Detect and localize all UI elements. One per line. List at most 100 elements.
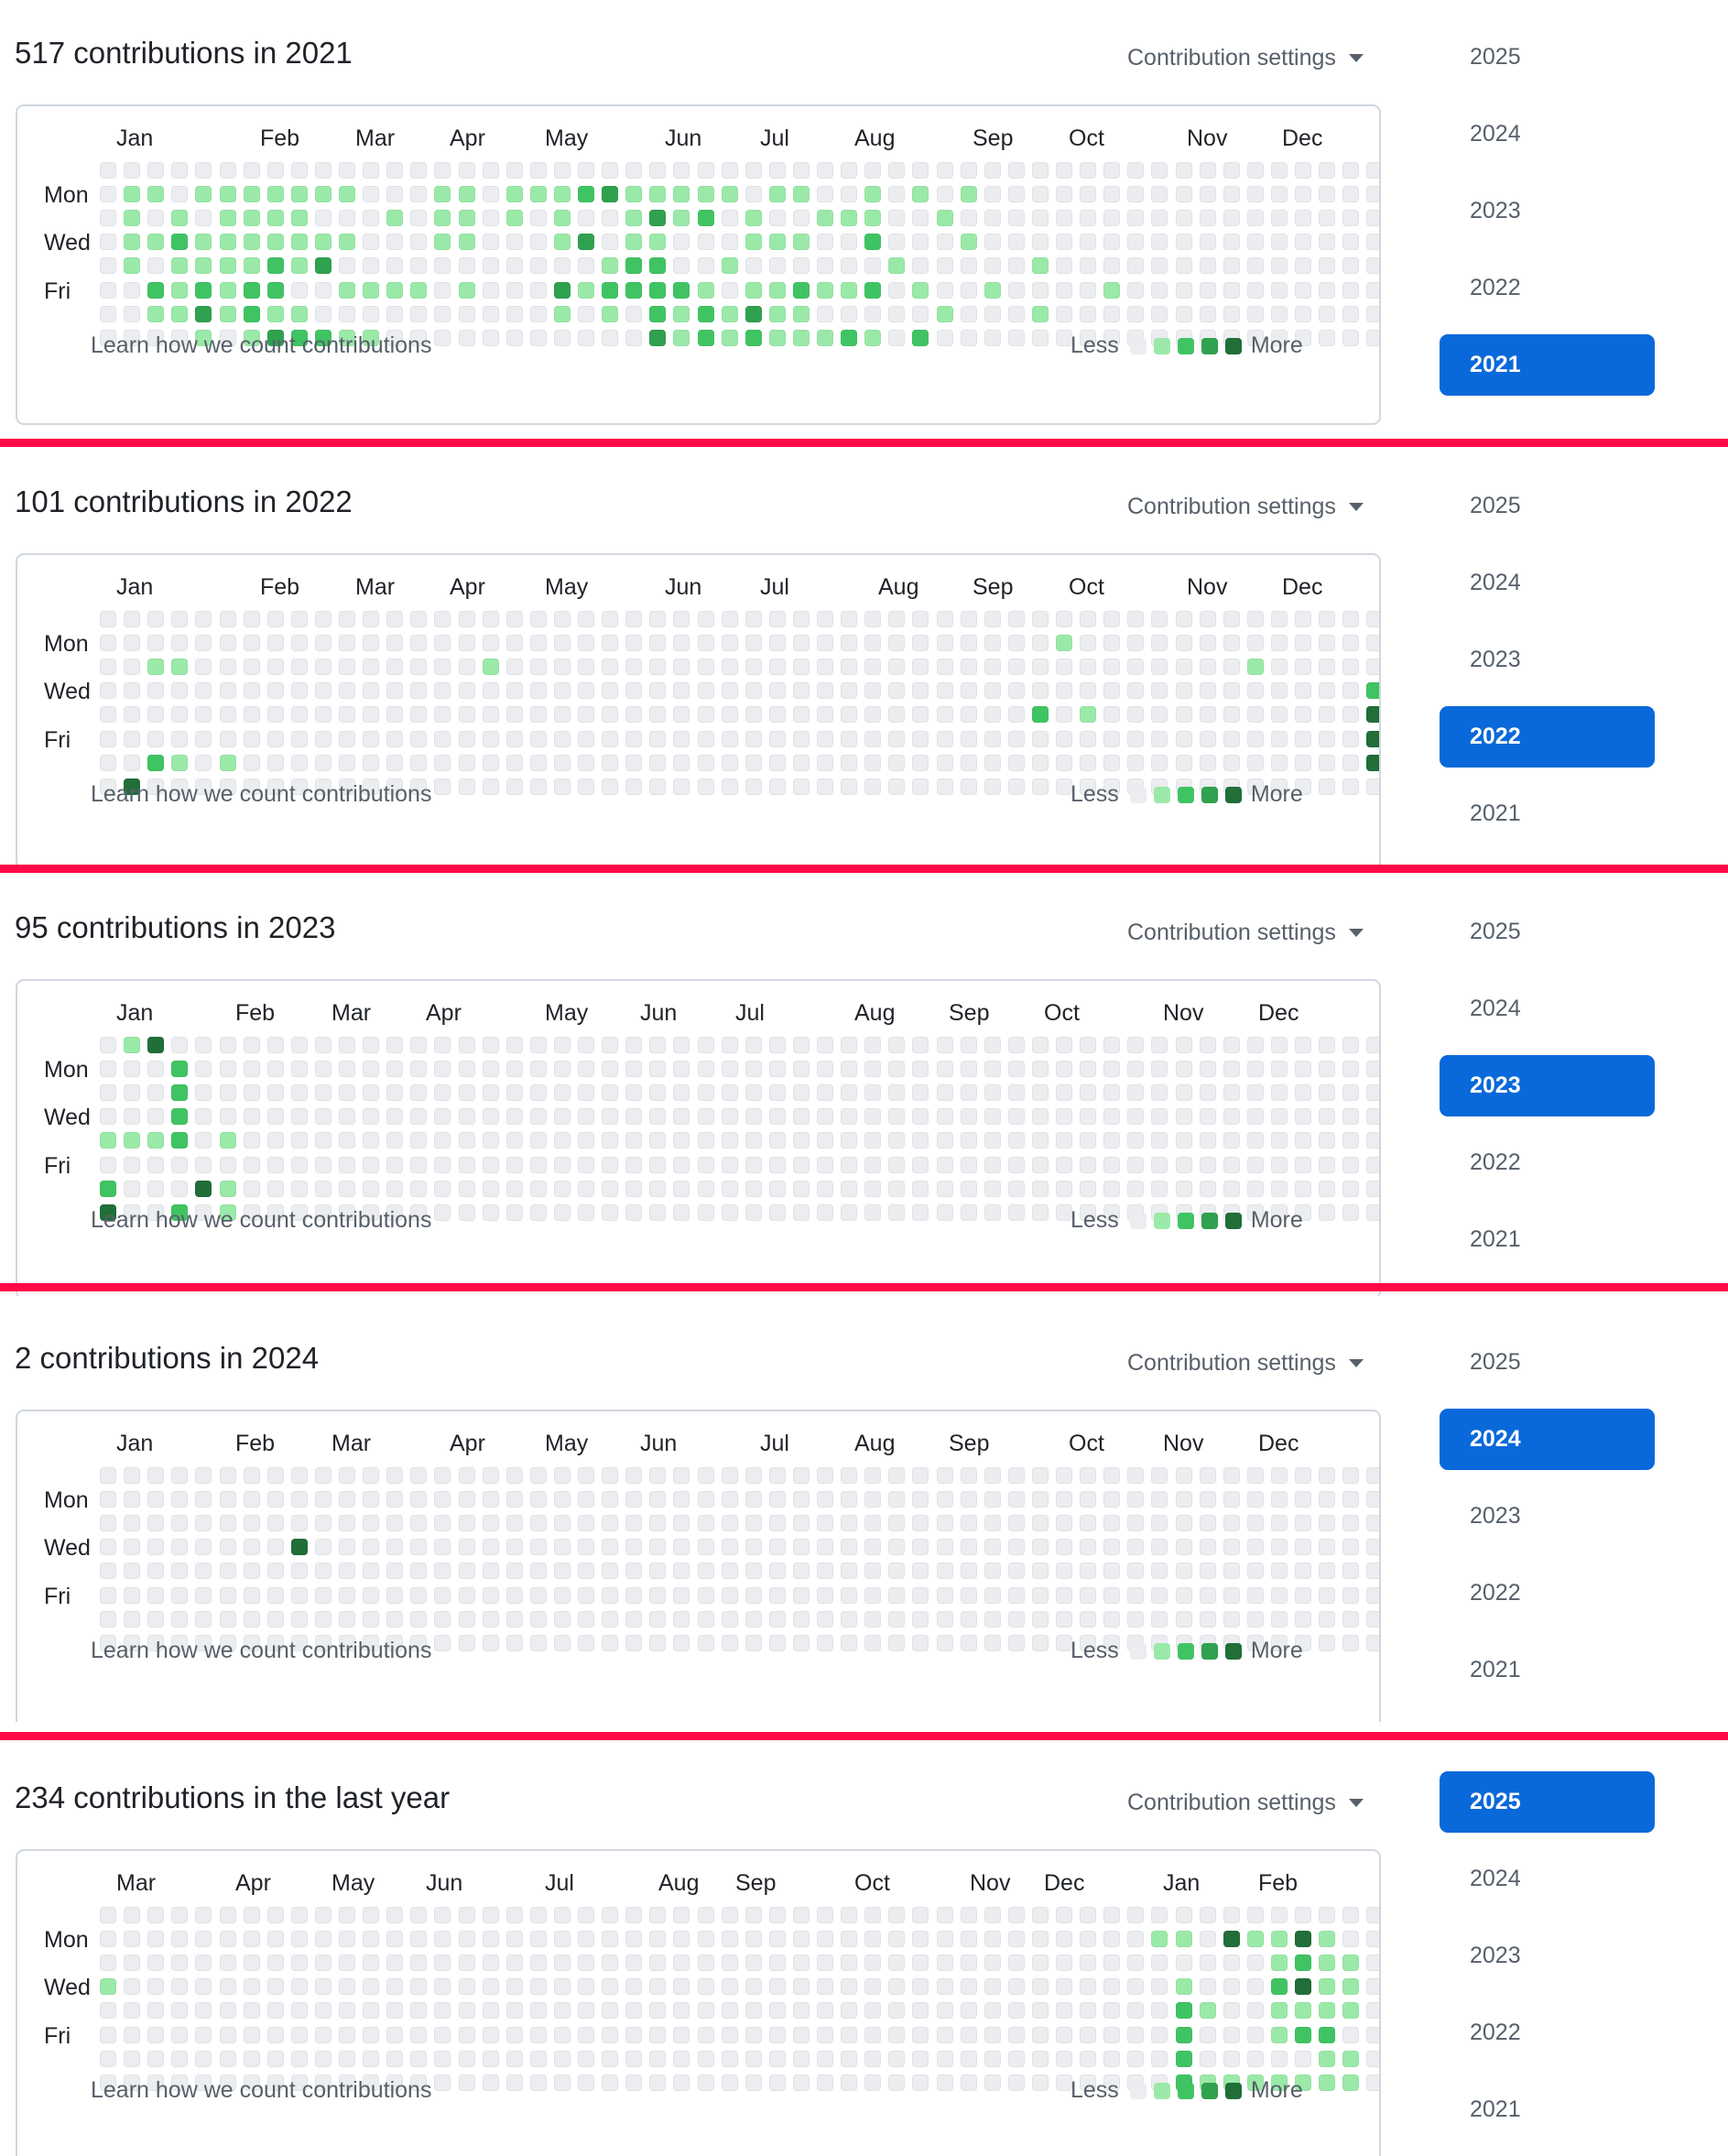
contribution-day-cell[interactable] [1007, 329, 1025, 346]
contribution-day-cell[interactable] [386, 1955, 404, 1972]
contribution-day-cell[interactable] [171, 1156, 189, 1173]
contribution-day-cell[interactable] [1080, 1108, 1097, 1126]
contribution-day-cell[interactable] [171, 1203, 189, 1221]
contribution-day-cell[interactable] [1127, 1586, 1145, 1604]
contribution-day-cell[interactable] [888, 1978, 906, 1996]
contribution-day-cell[interactable] [1127, 1491, 1145, 1508]
contribution-day-cell[interactable] [553, 186, 571, 203]
contribution-day-cell[interactable] [697, 2074, 714, 2091]
contribution-day-cell[interactable] [266, 1978, 284, 1996]
contribution-day-cell[interactable] [100, 257, 116, 275]
contribution-day-cell[interactable] [625, 1037, 643, 1053]
contribution-day-cell[interactable] [864, 329, 882, 346]
contribution-day-cell[interactable] [1080, 305, 1097, 322]
contribution-day-cell[interactable] [171, 635, 189, 652]
contribution-day-cell[interactable] [888, 1955, 906, 1972]
contribution-day-cell[interactable] [171, 754, 189, 771]
contribution-day-cell[interactable] [410, 234, 428, 251]
contribution-day-cell[interactable] [912, 1061, 929, 1078]
contribution-day-cell[interactable] [386, 2002, 404, 2020]
contribution-day-cell[interactable] [434, 754, 451, 771]
contribution-day-cell[interactable] [768, 1563, 786, 1580]
contribution-day-cell[interactable] [888, 234, 906, 251]
contribution-day-cell[interactable] [960, 754, 977, 771]
contribution-day-cell[interactable] [960, 659, 977, 676]
contribution-day-cell[interactable] [553, 1203, 571, 1221]
contribution-day-cell[interactable] [984, 1539, 1001, 1556]
contribution-day-cell[interactable] [1295, 1931, 1311, 1948]
contribution-day-cell[interactable] [625, 1180, 643, 1197]
contribution-day-cell[interactable] [1342, 1491, 1360, 1508]
contribution-day-cell[interactable] [410, 2026, 428, 2043]
contribution-day-cell[interactable] [482, 305, 499, 322]
contribution-day-cell[interactable] [410, 611, 428, 627]
contribution-day-cell[interactable] [912, 1108, 929, 1126]
contribution-day-cell[interactable] [434, 778, 451, 795]
contribution-day-cell[interactable] [1270, 682, 1288, 700]
contribution-day-cell[interactable] [1199, 706, 1216, 724]
contribution-day-cell[interactable] [339, 659, 355, 676]
contribution-day-cell[interactable] [434, 1108, 451, 1126]
contribution-day-cell[interactable] [339, 281, 355, 299]
contribution-day-cell[interactable] [721, 1907, 738, 1923]
contribution-day-cell[interactable] [1007, 2002, 1025, 2020]
contribution-day-cell[interactable] [1319, 1563, 1336, 1580]
contribution-day-cell[interactable] [1199, 754, 1216, 771]
contribution-day-cell[interactable] [841, 1156, 858, 1173]
contribution-day-cell[interactable] [100, 1037, 116, 1053]
contribution-day-cell[interactable] [721, 1203, 738, 1221]
contribution-day-cell[interactable] [171, 1084, 189, 1102]
contribution-day-cell[interactable] [219, 1156, 236, 1173]
contribution-day-cell[interactable] [1175, 2050, 1192, 2067]
contribution-day-cell[interactable] [841, 186, 858, 203]
contribution-day-cell[interactable] [386, 611, 404, 627]
contribution-day-cell[interactable] [936, 1586, 953, 1604]
contribution-day-cell[interactable] [147, 1156, 165, 1173]
contribution-day-cell[interactable] [1175, 305, 1192, 322]
contribution-day-cell[interactable] [817, 611, 833, 627]
contribution-day-cell[interactable] [1080, 1610, 1097, 1628]
year-button-2023[interactable]: 2023 [1470, 647, 1521, 672]
contribution-day-cell[interactable] [1366, 1931, 1379, 1948]
contribution-day-cell[interactable] [1007, 659, 1025, 676]
contribution-day-cell[interactable] [984, 1610, 1001, 1628]
contribution-day-cell[interactable] [888, 1563, 906, 1580]
contribution-day-cell[interactable] [721, 1931, 738, 1948]
contribution-day-cell[interactable] [1295, 1563, 1311, 1580]
contribution-day-cell[interactable] [1080, 730, 1097, 747]
contribution-day-cell[interactable] [960, 1491, 977, 1508]
contribution-day-cell[interactable] [314, 1539, 331, 1556]
contribution-day-cell[interactable] [1295, 635, 1311, 652]
contribution-day-cell[interactable] [1270, 1132, 1288, 1149]
contribution-day-cell[interactable] [817, 1563, 833, 1580]
contribution-day-cell[interactable] [888, 1491, 906, 1508]
contribution-day-cell[interactable] [1342, 1634, 1360, 1651]
contribution-day-cell[interactable] [984, 329, 1001, 346]
contribution-day-cell[interactable] [912, 1180, 929, 1197]
contribution-day-cell[interactable] [649, 210, 667, 227]
contribution-day-cell[interactable] [386, 1610, 404, 1628]
contribution-day-cell[interactable] [386, 1108, 404, 1126]
contribution-day-cell[interactable] [290, 1907, 308, 1923]
contribution-day-cell[interactable] [697, 659, 714, 676]
contribution-day-cell[interactable] [625, 2026, 643, 2043]
contribution-day-cell[interactable] [1080, 682, 1097, 700]
contribution-day-cell[interactable] [410, 1203, 428, 1221]
contribution-day-cell[interactable] [482, 210, 499, 227]
contribution-day-cell[interactable] [1366, 1610, 1379, 1628]
contribution-day-cell[interactable] [1223, 1515, 1240, 1532]
contribution-day-cell[interactable] [984, 754, 1001, 771]
contribution-day-cell[interactable] [505, 1037, 523, 1053]
contribution-day-cell[interactable] [100, 754, 116, 771]
contribution-day-cell[interactable] [1366, 730, 1379, 747]
contribution-day-cell[interactable] [1031, 2050, 1049, 2067]
contribution-day-cell[interactable] [314, 1132, 331, 1149]
contribution-day-cell[interactable] [553, 730, 571, 747]
contribution-day-cell[interactable] [912, 1931, 929, 1948]
contribution-day-cell[interactable] [458, 1467, 475, 1484]
contribution-day-cell[interactable] [1199, 1084, 1216, 1102]
contribution-day-cell[interactable] [841, 1467, 858, 1484]
contribution-day-cell[interactable] [960, 2026, 977, 2043]
contribution-day-cell[interactable] [1103, 778, 1121, 795]
contribution-day-cell[interactable] [960, 1539, 977, 1556]
